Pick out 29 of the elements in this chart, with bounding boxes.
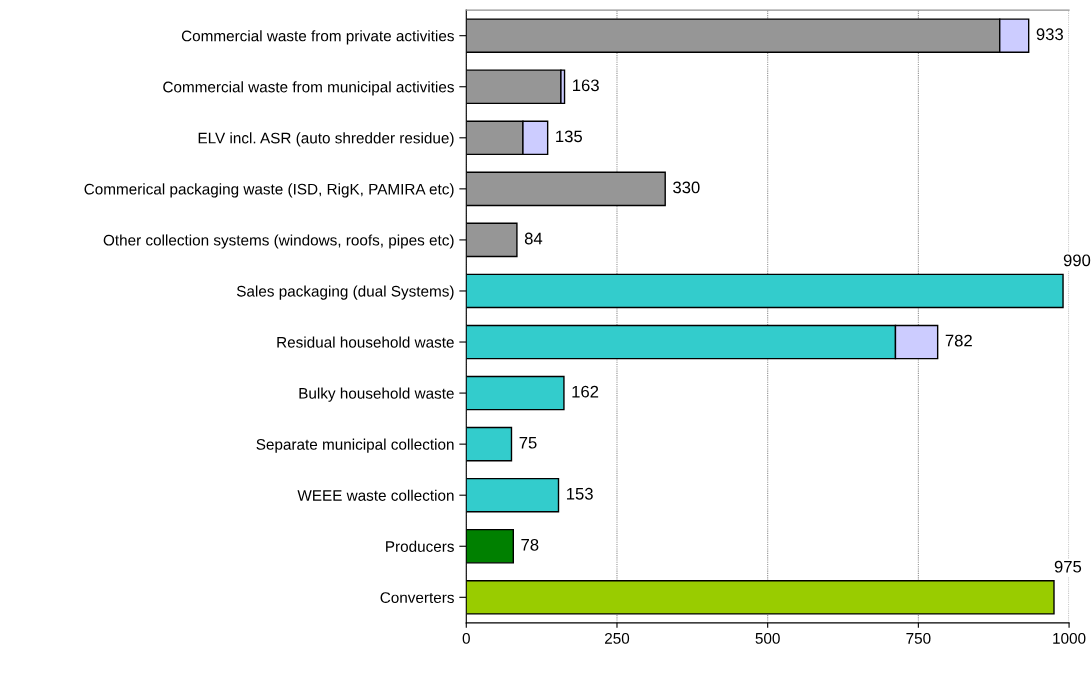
total-label: 782: [945, 334, 972, 347]
total-label: 975: [1054, 560, 1082, 573]
y-tick-label: Other collection systems (windows, roofs, pipes etc): [103, 234, 454, 249]
total-label: 990: [1063, 254, 1091, 267]
y-tick-label: Separate municipal collection: [256, 438, 454, 453]
x-tick-label: 1000: [1053, 632, 1086, 644]
x-tick-label: 0: [462, 632, 470, 644]
total-label: 78: [521, 538, 539, 551]
y-tick-label: Bulky household waste: [299, 387, 454, 402]
total-label: 933: [1036, 28, 1063, 41]
y-tick-label: Commercial waste from private activities: [181, 30, 454, 45]
x-tick-label: 500: [755, 632, 780, 644]
y-tick-label: Sales packaging (dual Systems): [236, 285, 454, 300]
y-tick-label: Converters: [380, 592, 454, 603]
total-label: 162: [572, 385, 599, 398]
total-label: 84: [524, 232, 543, 245]
y-tick-label: Commercial waste from municipal activities: [163, 81, 454, 96]
total-label: 330: [673, 181, 700, 194]
y-tick-label: Residual household waste: [277, 336, 454, 348]
y-tick-label: Commerical packaging waste (ISD, RigK, PAMIRA etc): [84, 183, 454, 198]
y-tick-label: Producers: [386, 540, 454, 552]
total-label: 75: [519, 436, 537, 449]
x-tick-label: 250: [605, 632, 630, 644]
total-label: 135: [556, 130, 582, 143]
total-label: 163: [573, 79, 599, 92]
y-tick-label: ELV incl. ASR (auto shredder residue): [198, 132, 454, 147]
total-label: 153: [567, 487, 593, 500]
y-tick-label: WEEE waste collection: [297, 489, 454, 501]
x-tick-label: 750: [906, 632, 931, 644]
